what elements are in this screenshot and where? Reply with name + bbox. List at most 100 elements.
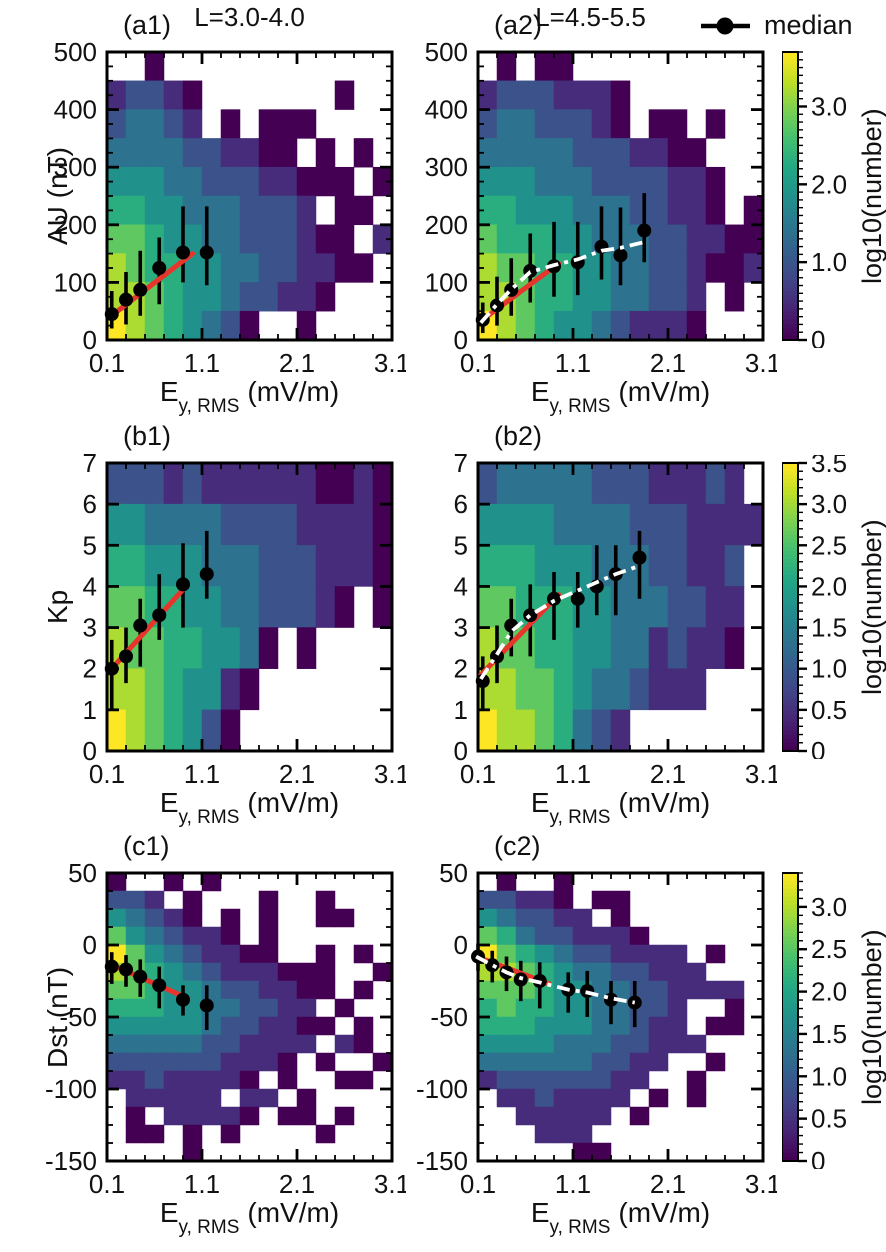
- svg-text:2.0: 2.0: [811, 169, 847, 199]
- svg-text:0.1: 0.1: [460, 348, 496, 378]
- x-axis-label-symbol: E: [159, 376, 179, 407]
- y-axis-label: Dst (nT): [42, 966, 73, 1068]
- x-axis-label-unit: (mV/m): [618, 787, 711, 818]
- svg-text:2: 2: [83, 654, 97, 684]
- legend: median: [700, 10, 853, 41]
- panel-c1: (c1) Dst (nT) 0.1 1.1 2.1 3.1 50 0 -50 -100 -150…: [31, 831, 410, 1238]
- extended-fit-line: [479, 564, 641, 681]
- colorbar-gradient: 0 1.0 2.0 3.0: [781, 51, 847, 355]
- heatmap-plot: 0.1 1.1 2.1 3.1 0 1 2 3 4 5 6 7: [83, 448, 411, 789]
- column-title-left: L=3.0-4.0: [194, 2, 305, 32]
- axis-frame: [476, 871, 765, 1163]
- svg-text:0.5: 0.5: [811, 1104, 847, 1134]
- svg-text:3.1: 3.1: [745, 1169, 777, 1199]
- svg-text:50: 50: [68, 863, 97, 888]
- panel-label: (a2): [494, 10, 543, 40]
- svg-text:3.1: 3.1: [745, 759, 777, 789]
- svg-text:0: 0: [811, 736, 825, 759]
- svg-text:2: 2: [454, 654, 468, 684]
- tick-labels: 0.1 1.1 2.1 3.1 50 0 -50 -100 -150: [416, 858, 781, 1199]
- x-axis-label-subscript: y, RMS: [549, 395, 611, 417]
- svg-text:1.0: 1.0: [811, 247, 847, 277]
- colorbar-row-a: 0 1.0 2.0 3.0 log10(number): [781, 44, 886, 355]
- svg-text:0: 0: [454, 736, 468, 766]
- svg-text:1.1: 1.1: [184, 348, 220, 378]
- x-axis-label-symbol: E: [530, 787, 550, 818]
- extended-fit-line: [479, 240, 645, 324]
- svg-text:2.5: 2.5: [811, 530, 847, 560]
- heatmap-cells: [477, 51, 764, 341]
- svg-text:5: 5: [83, 530, 97, 560]
- svg-text:4: 4: [83, 571, 97, 601]
- colorbar-gradient: 0 0.5 1.0 1.5 2.0 2.5 3.0 3.5: [781, 448, 847, 766]
- heatmap-cells: [477, 462, 764, 752]
- svg-text:0.5: 0.5: [811, 695, 847, 725]
- svg-text:-100: -100: [45, 1074, 97, 1104]
- svg-text:300: 300: [54, 152, 97, 182]
- svg-text:0: 0: [83, 736, 97, 766]
- x-axis-label-unit: (mV/m): [618, 1197, 711, 1228]
- x-axis-label-symbol: E: [159, 787, 179, 818]
- median-markers: [104, 245, 214, 322]
- svg-text:3.1: 3.1: [374, 759, 406, 789]
- colorbar-frame: [781, 462, 799, 752]
- colorbar-label: log10(number): [857, 929, 886, 1105]
- heatmap-plot: 0.1 1.1 2.1 3.1 0 100 200 300 400 500: [54, 37, 410, 378]
- svg-text:500: 500: [425, 42, 468, 67]
- svg-text:3.1: 3.1: [374, 1169, 406, 1199]
- svg-text:3: 3: [454, 613, 468, 643]
- x-axis-label-unit: (mV/m): [247, 376, 340, 407]
- x-axis-label: Ey, RMS (mV/m): [478, 376, 763, 417]
- svg-text:0.1: 0.1: [89, 759, 125, 789]
- svg-text:-50: -50: [430, 1002, 468, 1032]
- tick-labels: 0.1 1.1 2.1 3.1 50 0 -50 -100 -150: [45, 858, 410, 1199]
- svg-text:200: 200: [54, 210, 97, 240]
- svg-text:1.5: 1.5: [811, 1019, 847, 1049]
- svg-text:0: 0: [811, 1146, 825, 1169]
- svg-text:0.1: 0.1: [89, 1169, 125, 1199]
- svg-text:0.1: 0.1: [89, 348, 125, 378]
- svg-text:2.1: 2.1: [650, 1169, 686, 1199]
- svg-text:0: 0: [454, 930, 468, 960]
- svg-text:3.1: 3.1: [745, 348, 777, 378]
- x-axis-label: Ey, RMS (mV/m): [478, 1197, 763, 1238]
- colorbar-ticks: [798, 461, 807, 753]
- svg-text:50: 50: [439, 863, 468, 888]
- svg-text:400: 400: [54, 95, 97, 125]
- svg-text:2.0: 2.0: [811, 571, 847, 601]
- extended-fit-line: [475, 954, 636, 1005]
- heatmap-plot: 0.1 1.1 2.1 3.1 50 0 -50 -100 -150: [416, 858, 781, 1199]
- heatmap-plot: 0.1 1.1 2.1 3.1 50 0 -50 -100 -150: [45, 858, 410, 1199]
- svg-text:400: 400: [425, 95, 468, 125]
- svg-text:3.0: 3.0: [811, 489, 847, 519]
- panel-a1: (a1) AU (nT) 0.1 1.1 2.1 3.1 0 100 200 300 400 50…: [31, 10, 410, 417]
- svg-text:2.1: 2.1: [279, 348, 315, 378]
- fit-line: [107, 251, 195, 320]
- heatmap-cells: [477, 872, 745, 1162]
- svg-text:1.1: 1.1: [555, 759, 591, 789]
- axis-frame: [105, 871, 394, 1163]
- panel-label: (c2): [494, 831, 541, 861]
- x-axis-label: Ey, RMS (mV/m): [107, 1197, 392, 1238]
- colorbar-tick-labels: 0 1.0 2.0 3.0: [811, 91, 847, 355]
- colorbar-frame: [781, 51, 799, 341]
- y-axis-label: [412, 52, 446, 340]
- x-axis-label-unit: (mV/m): [247, 787, 340, 818]
- y-axis-label: [412, 463, 446, 751]
- svg-text:6: 6: [83, 489, 97, 519]
- svg-text:7: 7: [454, 453, 468, 478]
- heatmap-plot: 0.1 1.1 2.1 3.1 0 1 2 3 4 5 6 7: [454, 448, 782, 789]
- svg-text:7: 7: [83, 453, 97, 478]
- x-axis-label-unit: (mV/m): [618, 376, 711, 407]
- panel-label: (c1): [123, 831, 170, 861]
- legend-median-marker: [701, 17, 750, 34]
- x-axis-label-subscript: y, RMS: [549, 1216, 611, 1238]
- legend-median-label: median: [764, 10, 853, 40]
- tick-labels: 0.1 1.1 2.1 3.1 0 100 200 300 400 500: [54, 37, 410, 378]
- axis-frame: [105, 50, 394, 342]
- svg-text:-100: -100: [416, 1074, 468, 1104]
- svg-text:2.1: 2.1: [650, 348, 686, 378]
- colorbar-gradient: 0 0.5 1.0 1.5 2.0 2.5 3.0: [781, 872, 847, 1176]
- colorbar-ticks: [798, 872, 807, 1163]
